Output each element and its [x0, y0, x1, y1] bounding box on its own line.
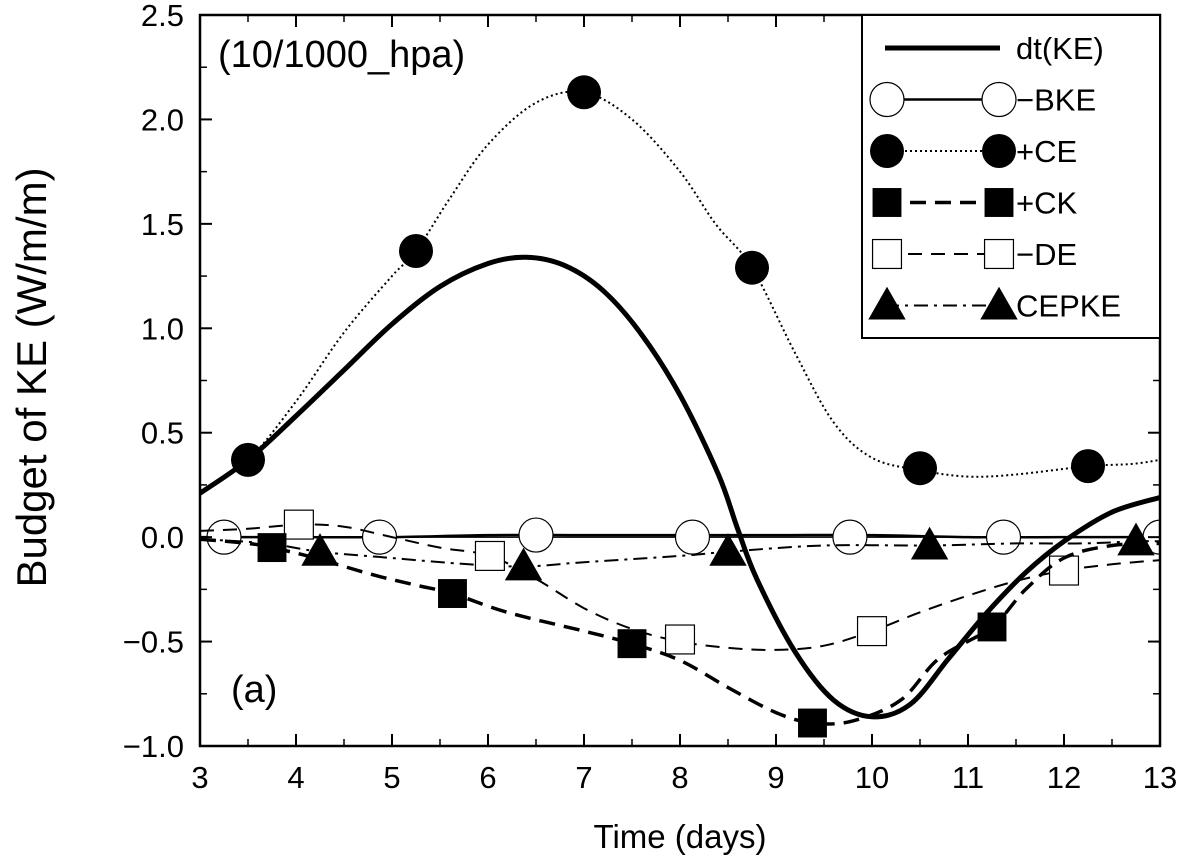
- data-point: [832, 519, 868, 555]
- legend-marker: [870, 134, 904, 168]
- data-point: [283, 509, 314, 540]
- series-0: [200, 254, 1160, 720]
- x-axis-title: Time (days): [594, 818, 767, 855]
- legend-label: +CK: [1016, 186, 1077, 221]
- data-point: [1117, 522, 1155, 556]
- legend-marker: [981, 81, 1017, 118]
- legend-marker: [983, 238, 1015, 270]
- legend-label: CEPKE: [1016, 289, 1121, 324]
- x-tick-label: 3: [191, 760, 208, 795]
- y-tick-label: 0.0: [141, 520, 184, 555]
- legend-marker: [868, 286, 906, 320]
- y-tick-label: −0.5: [123, 625, 184, 660]
- data-point: [910, 526, 949, 560]
- data-point: [664, 624, 696, 655]
- x-tick-label: 12: [1047, 760, 1081, 795]
- x-tick-label: 10: [855, 760, 889, 795]
- x-tick-label: 7: [575, 760, 592, 795]
- legend-marker: [872, 188, 902, 217]
- annotation-level: (10/1000_hpa): [218, 34, 465, 76]
- data-point: [735, 250, 769, 285]
- series-line: [200, 537, 1160, 726]
- data-point: [1048, 555, 1080, 586]
- y-tick-label: 2.0: [141, 102, 184, 137]
- x-tick-label: 5: [383, 760, 400, 795]
- y-tick-label: 1.0: [141, 311, 184, 346]
- x-tick-label: 4: [287, 760, 304, 795]
- y-tick-label: −1.0: [123, 729, 184, 764]
- y-tick-label: 0.5: [141, 416, 184, 451]
- data-point: [567, 75, 601, 110]
- legend-label: −DE: [1016, 237, 1077, 272]
- ticks-layer: 3 4 5 6 7 8 9 10 11 12 13 −1.0 −0.5 0.0 0.5 1.0 1.5 2.0 2.…: [123, 0, 1177, 795]
- y-tick-label: 2.5: [141, 0, 184, 33]
- data-point: [709, 533, 747, 566]
- annotation-panel: (a): [231, 669, 277, 711]
- data-point: [438, 579, 467, 608]
- series-3: [200, 533, 1160, 738]
- legend-box: [861, 14, 1161, 339]
- legend-marker: [869, 81, 905, 118]
- data-point: [518, 517, 554, 553]
- data-point: [474, 540, 505, 571]
- legend-marker: [982, 134, 1016, 168]
- series-layer: [200, 75, 1160, 738]
- x-tick-label: 9: [767, 760, 784, 795]
- series-line: [200, 90, 1160, 493]
- series-line: [200, 538, 1160, 568]
- legend-marker: [984, 188, 1014, 217]
- legend-label: +CE: [1016, 134, 1077, 169]
- x-tick-label: 13: [1143, 760, 1177, 795]
- y-tick-label: 1.5: [141, 207, 184, 242]
- data-point: [903, 451, 937, 486]
- data-point: [399, 234, 433, 269]
- y-axis-title: Budget of KE (W/m/m): [8, 167, 55, 587]
- data-point: [674, 519, 711, 555]
- series-line: [200, 254, 1160, 720]
- series-line: [200, 523, 1160, 651]
- series-4: [200, 509, 1160, 655]
- x-tick-label: 8: [671, 760, 688, 795]
- data-point: [257, 533, 287, 563]
- legend-marker: [871, 238, 903, 270]
- series-1: [200, 517, 1160, 555]
- data-point: [985, 519, 1022, 555]
- x-tick-label: 11: [952, 760, 984, 795]
- legend-label: −BKE: [1016, 83, 1096, 118]
- data-point: [798, 708, 827, 738]
- data-point: [1071, 449, 1105, 484]
- data-point: [504, 547, 543, 581]
- series-2: [200, 75, 1160, 493]
- data-point: [856, 616, 888, 647]
- data-point: [617, 629, 647, 659]
- legend-label: dt(KE): [1016, 31, 1104, 66]
- legend: dt(KE) −BKE +CE +CK −DE CEPKE: [861, 14, 1161, 339]
- x-tick-label: 6: [479, 760, 496, 795]
- legend-marker: [980, 286, 1018, 320]
- data-point: [206, 519, 242, 555]
